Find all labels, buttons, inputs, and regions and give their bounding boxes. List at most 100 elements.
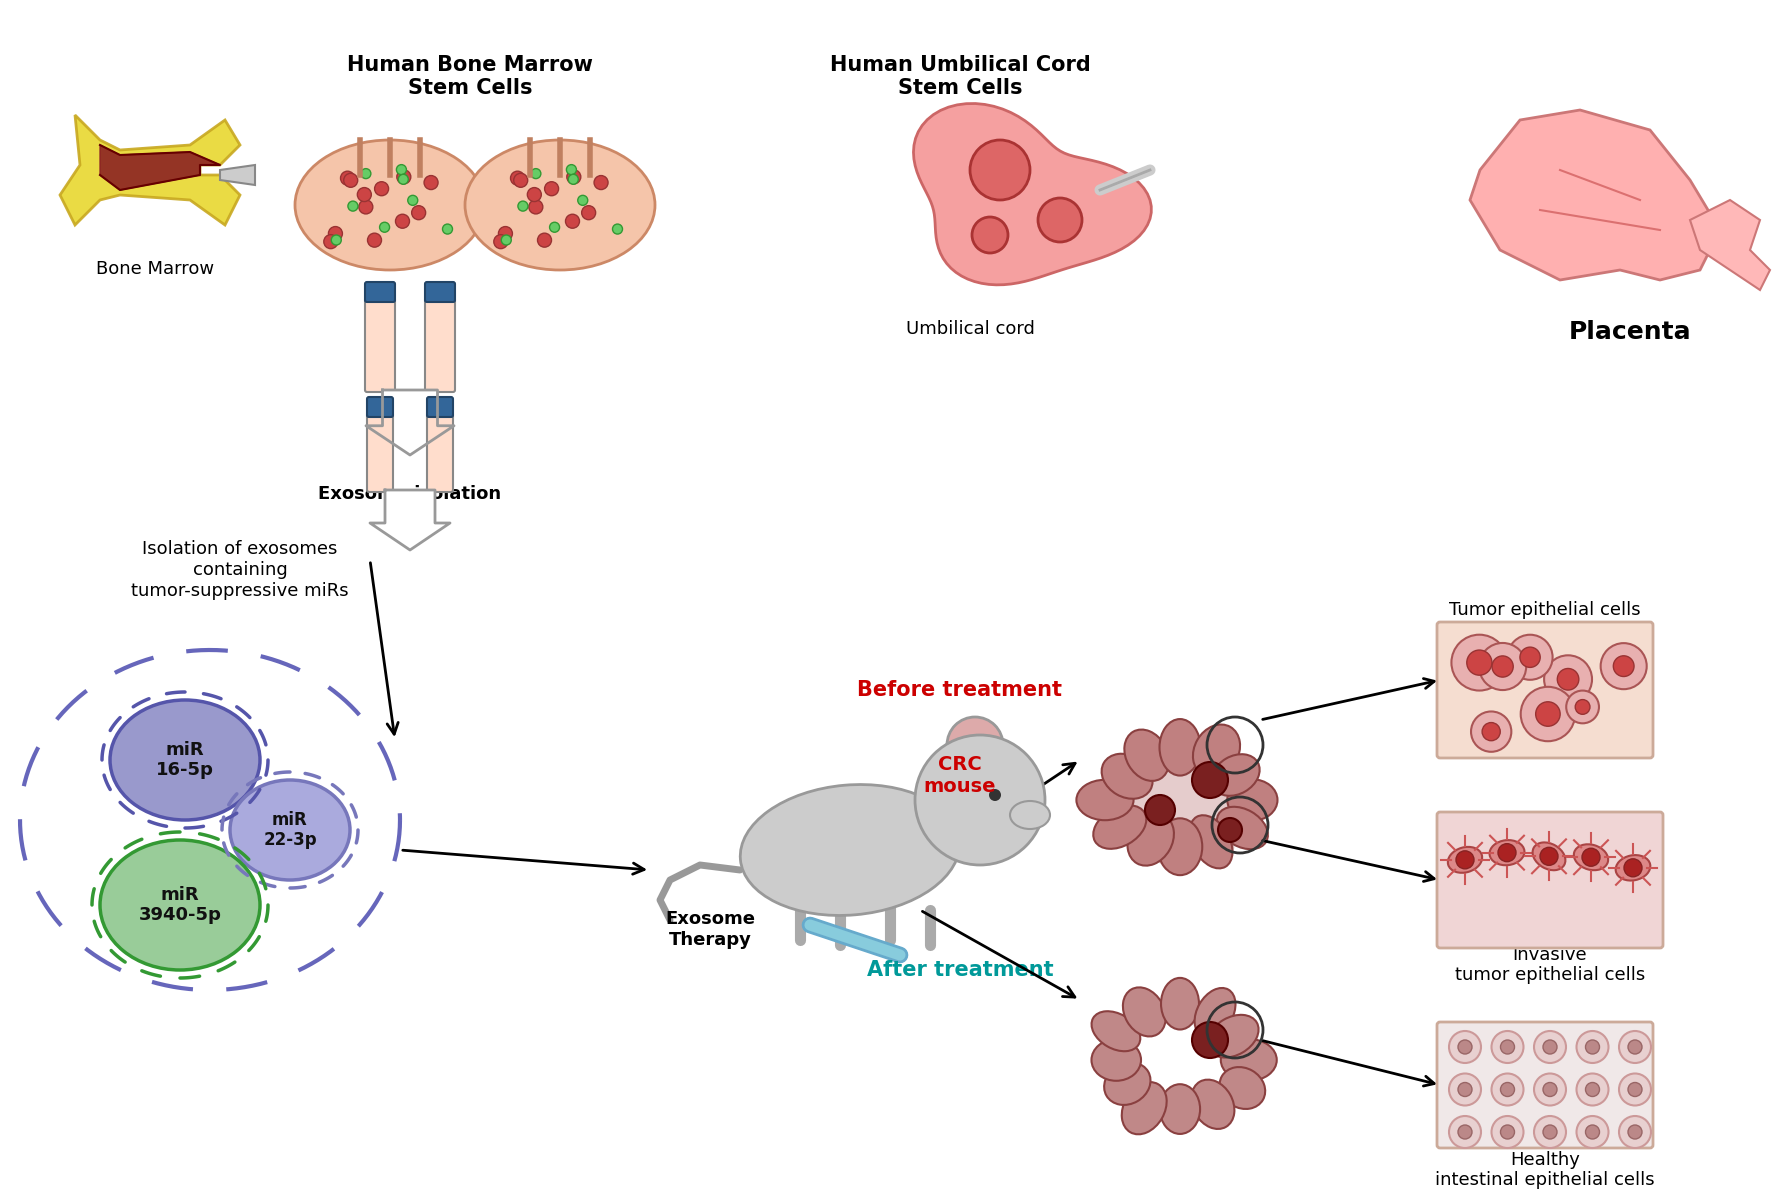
Ellipse shape bbox=[741, 785, 960, 916]
Circle shape bbox=[578, 196, 588, 206]
Circle shape bbox=[1582, 849, 1600, 867]
Circle shape bbox=[973, 218, 1008, 252]
Circle shape bbox=[367, 233, 381, 248]
Circle shape bbox=[1145, 795, 1175, 825]
Circle shape bbox=[914, 734, 1045, 865]
Ellipse shape bbox=[1194, 988, 1235, 1037]
Circle shape bbox=[1501, 1040, 1515, 1054]
Ellipse shape bbox=[1533, 843, 1565, 870]
Circle shape bbox=[1457, 851, 1474, 869]
Circle shape bbox=[567, 169, 581, 184]
Text: CRC
mouse: CRC mouse bbox=[923, 755, 996, 796]
Circle shape bbox=[1558, 668, 1579, 690]
Circle shape bbox=[1481, 722, 1501, 740]
Ellipse shape bbox=[1159, 719, 1200, 775]
Text: miR
16-5p: miR 16-5p bbox=[156, 740, 214, 779]
FancyBboxPatch shape bbox=[1437, 621, 1653, 758]
Circle shape bbox=[498, 226, 512, 240]
FancyBboxPatch shape bbox=[427, 413, 454, 492]
Circle shape bbox=[532, 168, 540, 179]
FancyBboxPatch shape bbox=[427, 397, 454, 417]
Circle shape bbox=[1577, 1031, 1609, 1063]
Circle shape bbox=[395, 214, 409, 228]
Circle shape bbox=[1508, 635, 1552, 680]
Circle shape bbox=[969, 139, 1030, 200]
Circle shape bbox=[1543, 1083, 1558, 1096]
Ellipse shape bbox=[294, 139, 486, 270]
Circle shape bbox=[1535, 1073, 1566, 1106]
Ellipse shape bbox=[110, 700, 260, 820]
Circle shape bbox=[1543, 1125, 1558, 1139]
Circle shape bbox=[1458, 1083, 1473, 1096]
Circle shape bbox=[411, 206, 425, 220]
Circle shape bbox=[1620, 1031, 1652, 1063]
Text: Before treatment: Before treatment bbox=[858, 680, 1063, 700]
Ellipse shape bbox=[1102, 754, 1152, 799]
Circle shape bbox=[1193, 1022, 1228, 1058]
Circle shape bbox=[1471, 712, 1512, 751]
Text: Healthy
intestinal epithelial cells: Healthy intestinal epithelial cells bbox=[1435, 1150, 1655, 1190]
Circle shape bbox=[567, 165, 576, 174]
Circle shape bbox=[397, 169, 411, 184]
Ellipse shape bbox=[230, 780, 351, 880]
Ellipse shape bbox=[1125, 730, 1170, 781]
Circle shape bbox=[1577, 1073, 1609, 1106]
Circle shape bbox=[358, 200, 372, 214]
Circle shape bbox=[1492, 1115, 1524, 1148]
Ellipse shape bbox=[1221, 1039, 1278, 1081]
FancyBboxPatch shape bbox=[1437, 813, 1662, 948]
Circle shape bbox=[1458, 1040, 1473, 1054]
FancyBboxPatch shape bbox=[1437, 1022, 1653, 1148]
Circle shape bbox=[344, 173, 358, 188]
Ellipse shape bbox=[1104, 1063, 1150, 1105]
Circle shape bbox=[1535, 1031, 1566, 1063]
Circle shape bbox=[374, 182, 388, 196]
Ellipse shape bbox=[1191, 1079, 1235, 1129]
Circle shape bbox=[1038, 198, 1083, 242]
Circle shape bbox=[1540, 847, 1558, 865]
Circle shape bbox=[565, 214, 579, 228]
Circle shape bbox=[494, 234, 509, 249]
Circle shape bbox=[1193, 762, 1228, 798]
Circle shape bbox=[1501, 1125, 1515, 1139]
Ellipse shape bbox=[1161, 978, 1200, 1029]
Circle shape bbox=[528, 200, 542, 214]
Circle shape bbox=[1449, 1073, 1481, 1106]
Circle shape bbox=[1575, 700, 1589, 714]
Ellipse shape bbox=[1189, 815, 1233, 868]
Ellipse shape bbox=[99, 840, 260, 970]
Circle shape bbox=[549, 222, 560, 232]
Circle shape bbox=[328, 226, 342, 240]
Circle shape bbox=[1628, 1040, 1643, 1054]
Circle shape bbox=[537, 233, 551, 248]
Circle shape bbox=[1497, 844, 1517, 862]
Text: Invasive
tumor epithelial cells: Invasive tumor epithelial cells bbox=[1455, 946, 1644, 984]
FancyBboxPatch shape bbox=[367, 397, 393, 417]
Circle shape bbox=[1628, 1083, 1643, 1096]
Ellipse shape bbox=[1574, 844, 1609, 870]
Circle shape bbox=[510, 171, 525, 185]
Ellipse shape bbox=[1157, 819, 1201, 875]
Ellipse shape bbox=[1123, 987, 1166, 1036]
Text: After treatment: After treatment bbox=[867, 960, 1053, 980]
Ellipse shape bbox=[1219, 1067, 1265, 1109]
Circle shape bbox=[1449, 1115, 1481, 1148]
Circle shape bbox=[1492, 1073, 1524, 1106]
FancyBboxPatch shape bbox=[425, 298, 455, 392]
Circle shape bbox=[379, 222, 390, 232]
Polygon shape bbox=[913, 103, 1152, 285]
Polygon shape bbox=[220, 165, 255, 185]
Text: Exosome isolation: Exosome isolation bbox=[319, 484, 501, 502]
Circle shape bbox=[1543, 655, 1591, 703]
Ellipse shape bbox=[1092, 1011, 1141, 1052]
Circle shape bbox=[340, 171, 354, 185]
Circle shape bbox=[544, 182, 558, 196]
Circle shape bbox=[1600, 643, 1646, 689]
Circle shape bbox=[1520, 686, 1575, 742]
Text: miR
22-3p: miR 22-3p bbox=[264, 810, 317, 850]
Circle shape bbox=[1535, 1115, 1566, 1148]
Circle shape bbox=[1613, 656, 1634, 677]
FancyBboxPatch shape bbox=[365, 282, 395, 302]
Polygon shape bbox=[1092, 736, 1269, 863]
Circle shape bbox=[408, 196, 418, 206]
